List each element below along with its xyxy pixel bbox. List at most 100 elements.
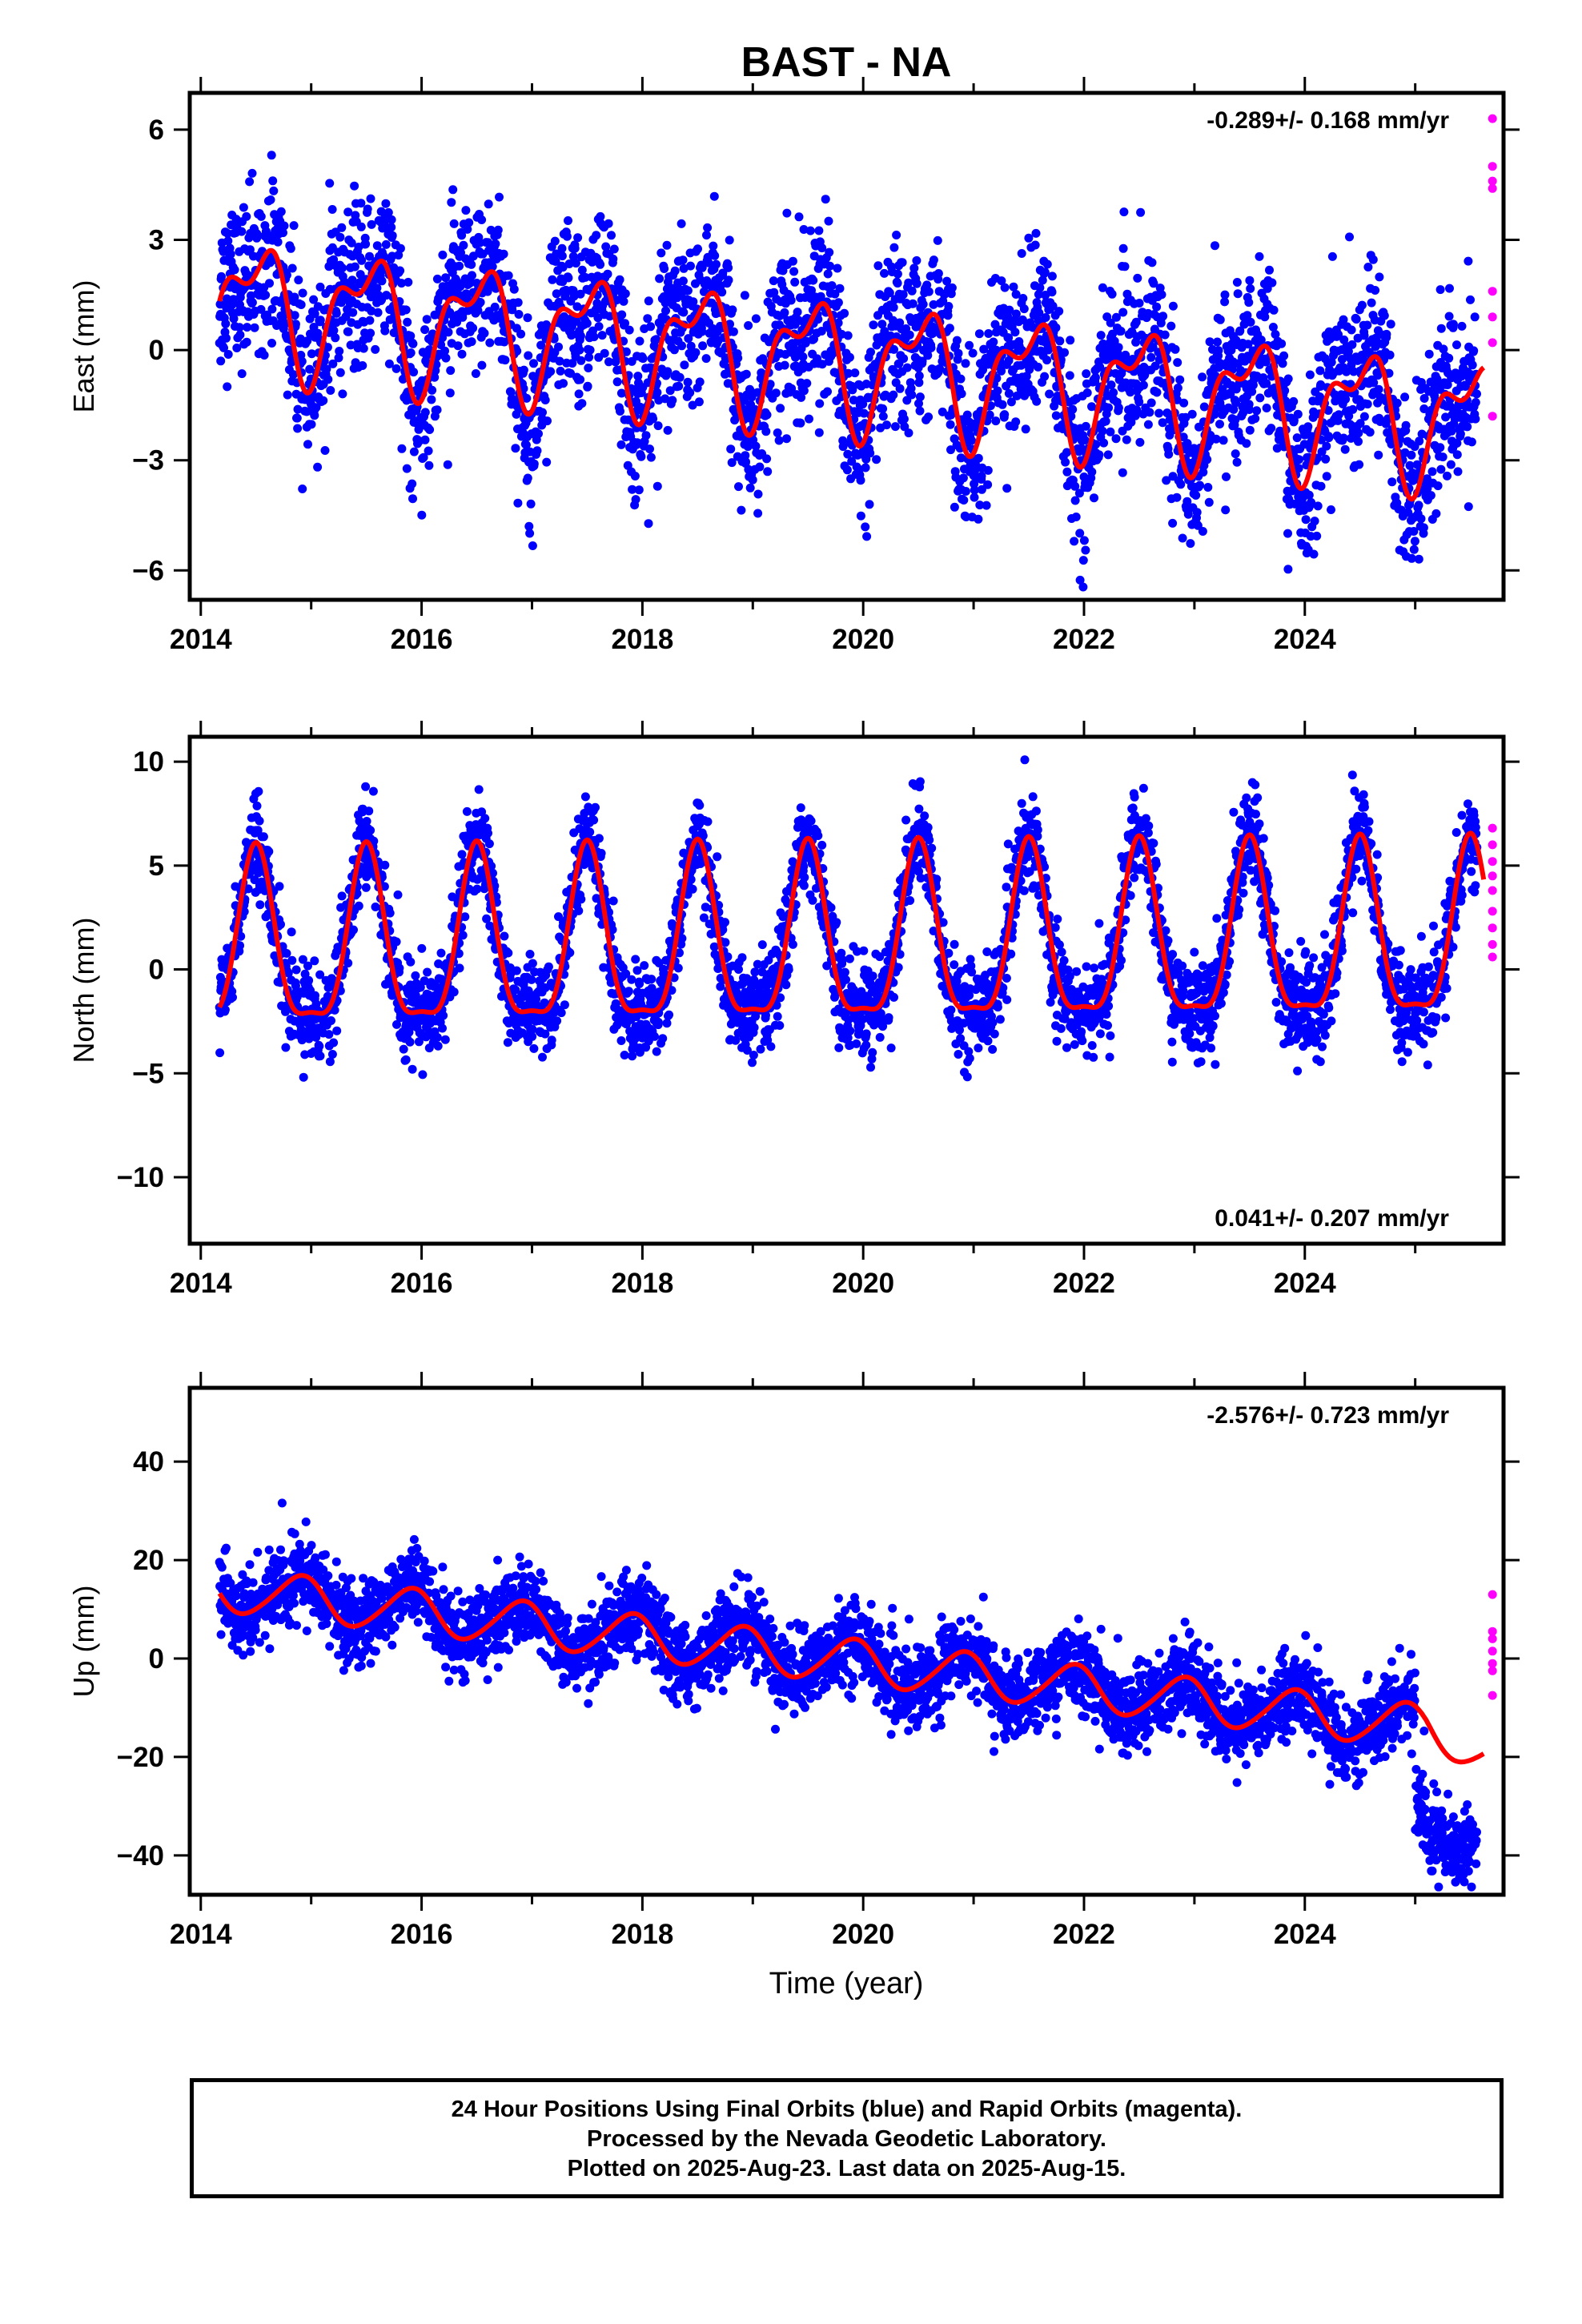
final-orbit-point (877, 320, 887, 329)
final-orbit-point (282, 271, 291, 279)
final-orbit-point (624, 987, 633, 996)
final-orbit-point (675, 372, 685, 382)
final-orbit-point (1324, 433, 1334, 443)
final-orbit-point (644, 519, 653, 529)
final-orbit-point (1438, 452, 1447, 462)
final-orbit-point (1075, 575, 1085, 585)
final-orbit-point (698, 341, 708, 351)
final-orbit-point (861, 463, 870, 472)
final-orbit-point (443, 460, 452, 469)
final-orbit-point (633, 372, 643, 381)
final-orbit-point (361, 239, 371, 249)
final-orbit-point (265, 279, 274, 288)
final-orbit-point (1414, 554, 1423, 564)
final-orbit-point (790, 277, 800, 287)
final-orbit-point (347, 275, 357, 285)
final-orbit-point (762, 454, 772, 464)
final-orbit-point (560, 1000, 569, 1010)
final-orbit-point (550, 236, 560, 246)
final-orbit-point (1118, 308, 1128, 317)
final-orbit-point (1034, 308, 1044, 318)
final-orbit-point (343, 959, 353, 968)
final-orbit-point (235, 941, 244, 951)
final-orbit-point (480, 328, 489, 338)
final-orbit-point (467, 259, 476, 269)
final-orbit-point (1409, 609, 1418, 618)
final-orbit-point (1074, 489, 1084, 498)
final-orbit-point (1054, 307, 1064, 316)
final-orbit-point (1220, 290, 1230, 300)
final-orbit-point (576, 375, 585, 384)
final-orbit-point (288, 370, 298, 380)
final-orbit-point (899, 354, 909, 364)
final-orbit-point (366, 826, 375, 835)
final-orbit-point (1075, 529, 1085, 538)
final-orbit-point (912, 279, 921, 288)
final-orbit-point (580, 792, 590, 802)
final-orbit-point (583, 381, 592, 391)
final-orbit-point (320, 446, 330, 455)
final-orbit-point (631, 955, 640, 964)
final-orbit-point (509, 284, 519, 294)
final-orbit-point (926, 343, 936, 352)
final-orbit-point (1400, 392, 1410, 402)
final-orbit-point (1312, 531, 1322, 541)
final-orbit-point (616, 440, 626, 449)
final-orbit-point (1143, 420, 1153, 429)
final-orbit-point (589, 332, 599, 342)
final-orbit-point (677, 219, 686, 228)
final-orbit-point (1198, 372, 1207, 382)
final-orbit-point (1006, 397, 1016, 407)
final-orbit-point (869, 320, 878, 330)
final-orbit-point (457, 349, 467, 359)
final-orbit-point (609, 244, 619, 254)
final-orbit-point (457, 850, 467, 859)
final-orbit-point (1098, 426, 1107, 436)
final-orbit-point (1327, 251, 1337, 261)
final-orbit-point (448, 185, 458, 195)
final-orbit-point (1051, 411, 1061, 420)
final-orbit-point (751, 314, 761, 324)
final-orbit-point (1002, 484, 1012, 493)
final-orbit-point (543, 416, 552, 426)
final-orbit-point (594, 834, 604, 843)
final-orbit-point (799, 386, 809, 396)
final-orbit-point (391, 937, 401, 947)
final-orbit-point (646, 452, 656, 462)
final-orbit-point (943, 311, 953, 320)
final-orbit-point (1156, 318, 1166, 328)
final-orbit-point (737, 505, 746, 515)
final-orbit-point (1245, 425, 1255, 435)
final-orbit-point (267, 339, 276, 348)
final-orbit-point (1283, 374, 1293, 384)
final-orbit-point (331, 308, 341, 318)
final-orbit-point (1371, 286, 1380, 295)
final-orbit-point (528, 1031, 537, 1041)
final-orbit-point (1193, 521, 1203, 530)
final-orbit-point (1316, 481, 1326, 491)
final-orbit-point (1019, 304, 1029, 314)
final-orbit-point (256, 211, 266, 221)
final-orbit-point (905, 330, 914, 340)
final-orbit-point (653, 421, 663, 431)
final-orbit-point (576, 332, 585, 340)
final-orbit-point (823, 387, 832, 396)
final-orbit-point (904, 278, 913, 287)
final-orbit-point (726, 444, 736, 454)
final-orbit-point (616, 407, 624, 416)
final-orbit-point (449, 987, 459, 997)
final-orbit-point (350, 181, 359, 191)
rapid-orbit-point (1488, 312, 1497, 322)
final-orbit-point (917, 356, 927, 366)
final-orbit-point (1158, 418, 1167, 428)
final-orbit-point (1126, 388, 1135, 397)
final-orbit-point (632, 966, 642, 975)
final-orbit-point (797, 392, 806, 402)
final-orbit-point (1175, 375, 1185, 384)
final-orbit-point (685, 388, 695, 397)
rapid-orbit-point (1488, 183, 1497, 193)
final-orbit-point (1047, 271, 1057, 281)
final-orbit-point (230, 265, 239, 275)
final-orbit-point (641, 431, 651, 440)
final-orbit-point (1463, 422, 1472, 432)
